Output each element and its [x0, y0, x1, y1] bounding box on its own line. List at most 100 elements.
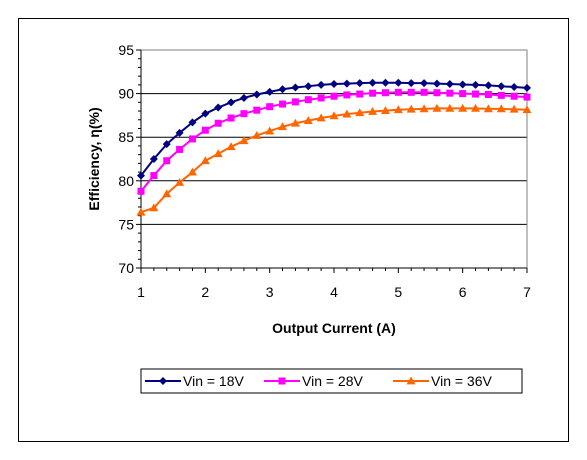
marker-triangle — [509, 104, 519, 113]
y-tick-label: 75 — [118, 216, 134, 232]
marker-triangle — [200, 156, 210, 165]
marker-triangle — [329, 111, 339, 120]
marker-square — [227, 114, 235, 122]
marker-triangle — [380, 106, 390, 114]
marker-diamond — [162, 140, 171, 149]
marker-square — [201, 126, 209, 134]
marker-square — [317, 94, 325, 102]
marker-diamond — [497, 82, 506, 91]
x-tick-label: 3 — [266, 284, 274, 300]
y-tick-label: 70 — [118, 260, 134, 276]
marker-square — [163, 157, 171, 165]
marker-diamond — [149, 155, 158, 163]
legend-label: Vin = 18V — [183, 373, 245, 389]
marker-triangle — [136, 207, 146, 216]
marker-diamond — [159, 377, 167, 385]
marker-diamond — [381, 78, 390, 87]
marker-triangle — [419, 104, 429, 113]
marker-triangle — [303, 116, 313, 125]
marker-diamond — [175, 128, 184, 137]
marker-square — [150, 172, 158, 180]
legend-box — [140, 368, 523, 394]
marker-diamond — [445, 80, 454, 89]
tick-labels: 70 75 80 85 90 95 1 2 3 4 5 6 7 — [118, 42, 531, 300]
marker-diamond — [214, 103, 223, 112]
marker-square — [369, 89, 377, 97]
marker-triangle — [175, 178, 185, 186]
marker-triangle — [342, 109, 352, 118]
marker-diamond — [317, 80, 326, 89]
axes — [136, 49, 528, 273]
marker-triangle — [471, 103, 481, 112]
marker-diamond — [201, 109, 210, 118]
marker-square — [523, 93, 531, 101]
marker-diamond — [458, 80, 467, 89]
marker-triangle — [226, 142, 236, 151]
marker-triangle — [278, 122, 288, 131]
marker-square — [420, 88, 428, 96]
marker-square — [304, 96, 312, 104]
marker-triangle — [432, 103, 442, 112]
x-axis-title: Output Current (A) — [272, 320, 396, 336]
marker-square — [253, 106, 261, 114]
marker-triangle — [483, 104, 493, 113]
x-tick-label: 2 — [201, 284, 209, 300]
marker-square — [291, 98, 299, 106]
legend-item-1: Vin = 18V — [145, 373, 245, 389]
marker-square — [472, 90, 480, 98]
marker-triangle — [355, 108, 365, 117]
marker-square — [240, 110, 248, 118]
marker-triangle — [265, 126, 275, 135]
x-tick-label: 5 — [394, 284, 402, 300]
marker-diamond — [471, 80, 480, 89]
y-tick-label: 95 — [118, 42, 134, 58]
marker-diamond — [342, 79, 351, 88]
y-tick-label: 85 — [118, 129, 134, 145]
marker-diamond — [394, 78, 403, 87]
marker-square — [407, 88, 415, 96]
x-tick-label: 1 — [137, 284, 145, 300]
marker-triangle — [522, 105, 532, 114]
marker-square — [484, 90, 492, 98]
marker-diamond — [510, 83, 519, 92]
marker-square — [433, 89, 441, 97]
marker-diamond — [523, 83, 531, 92]
marker-diamond — [484, 81, 493, 90]
series-3 — [136, 103, 532, 216]
y-tick-label: 80 — [118, 173, 134, 189]
marker-diamond — [330, 80, 338, 89]
marker-triangle — [368, 106, 378, 115]
y-axis-title: Efficiency, η(%) — [86, 107, 102, 210]
marker-triangle — [496, 104, 506, 113]
marker-square — [278, 377, 286, 385]
marker-diamond — [252, 90, 261, 99]
marker-diamond — [188, 118, 197, 127]
marker-diamond — [368, 78, 377, 87]
y-tick-label: 90 — [118, 86, 134, 102]
marker-square — [381, 89, 389, 97]
marker-triangle — [290, 118, 300, 127]
marker-square — [459, 90, 467, 98]
marker-triangle — [393, 105, 403, 114]
marker-triangle — [406, 376, 416, 385]
marker-diamond — [137, 171, 145, 180]
marker-square — [214, 119, 222, 127]
marker-square — [188, 135, 196, 143]
marker-square — [356, 90, 364, 98]
legend-item-2: Vin = 28V — [264, 373, 364, 389]
marker-square — [137, 187, 145, 195]
marker-diamond — [239, 93, 248, 102]
marker-diamond — [278, 85, 287, 94]
marker-triangle — [187, 167, 197, 176]
series-2 — [137, 88, 531, 195]
x-tick-label: 4 — [330, 284, 338, 300]
marker-diamond — [265, 87, 274, 96]
marker-square — [394, 88, 402, 96]
x-tick-label: 6 — [459, 284, 467, 300]
marker-diamond — [291, 83, 300, 92]
marker-diamond — [304, 82, 313, 91]
legend-item-3: Vin = 36V — [393, 373, 493, 389]
marker-triangle — [316, 113, 326, 122]
marker-triangle — [239, 136, 249, 145]
